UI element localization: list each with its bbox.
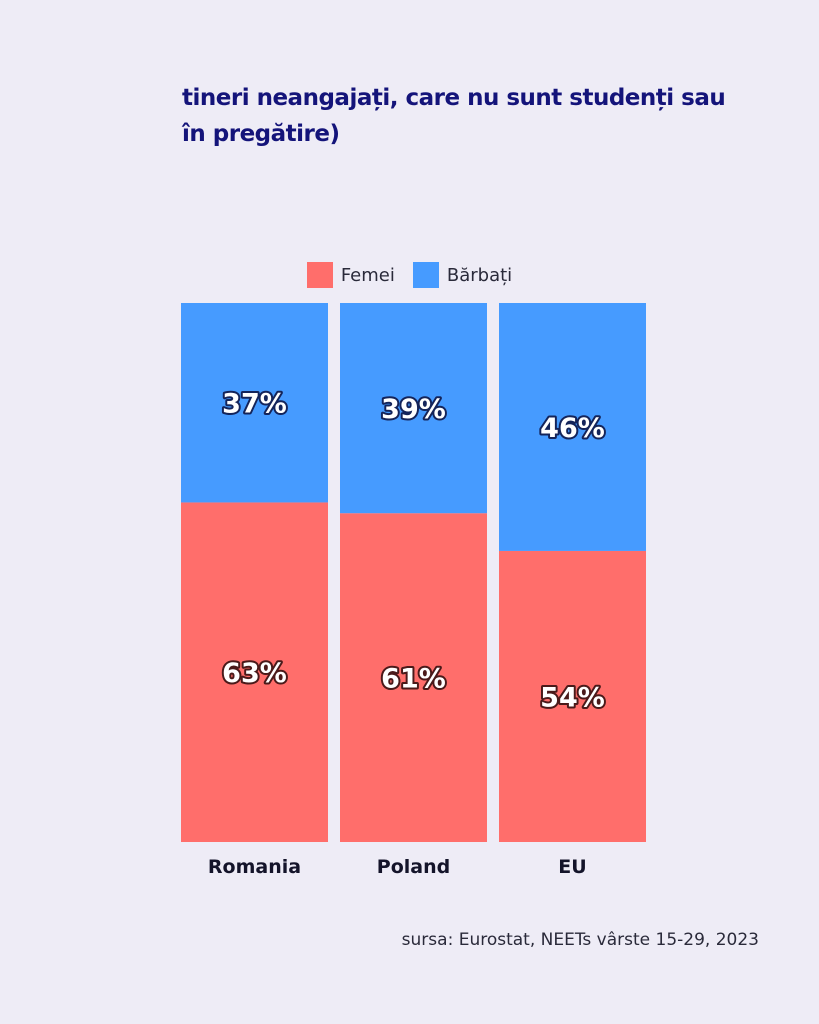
- data-label-eu-femei: 54%: [540, 682, 605, 713]
- legend-swatch-femei: [306, 262, 333, 288]
- chart-title: tineri neangajați, care nu sunt studenți…: [182, 85, 726, 147]
- data-label-romania-femei: 63%: [222, 658, 287, 689]
- data-label-poland-femei: 61%: [381, 664, 446, 695]
- category-label-romania: Romania: [208, 856, 301, 878]
- bar-segment-romania-barbati: [181, 303, 328, 503]
- data-label-romania-barbati: 37%: [222, 389, 287, 420]
- data-label-poland-barbati: 39%: [381, 394, 446, 425]
- stacked-bar-chart: 63% 37% 61% 39% 54% 46% Romania Poland EU: [181, 303, 646, 878]
- bar-segment-poland-barbati: [340, 303, 487, 514]
- data-label-eu-barbati: 46%: [540, 413, 605, 444]
- category-label-eu: EU: [558, 856, 586, 878]
- legend-swatch-barbati: [412, 262, 439, 288]
- legend-label-femei: Femei: [340, 264, 395, 286]
- bar-segment-eu-femei: [499, 550, 646, 842]
- bar-segment-poland-femei: [340, 513, 487, 842]
- bar-segment-romania-femei: [181, 502, 328, 842]
- legend-label-barbati: Bărbați: [446, 264, 513, 286]
- legend-item-femei: Femei: [306, 262, 395, 288]
- legend: Femei Bărbați: [0, 262, 819, 288]
- bar-segment-eu-barbati: [499, 303, 646, 551]
- category-label-poland: Poland: [377, 856, 450, 878]
- legend-item-barbati: Bărbați: [412, 262, 513, 288]
- source-note: sursa: Eurostat, NEETs vârste 15-29, 202…: [401, 930, 759, 950]
